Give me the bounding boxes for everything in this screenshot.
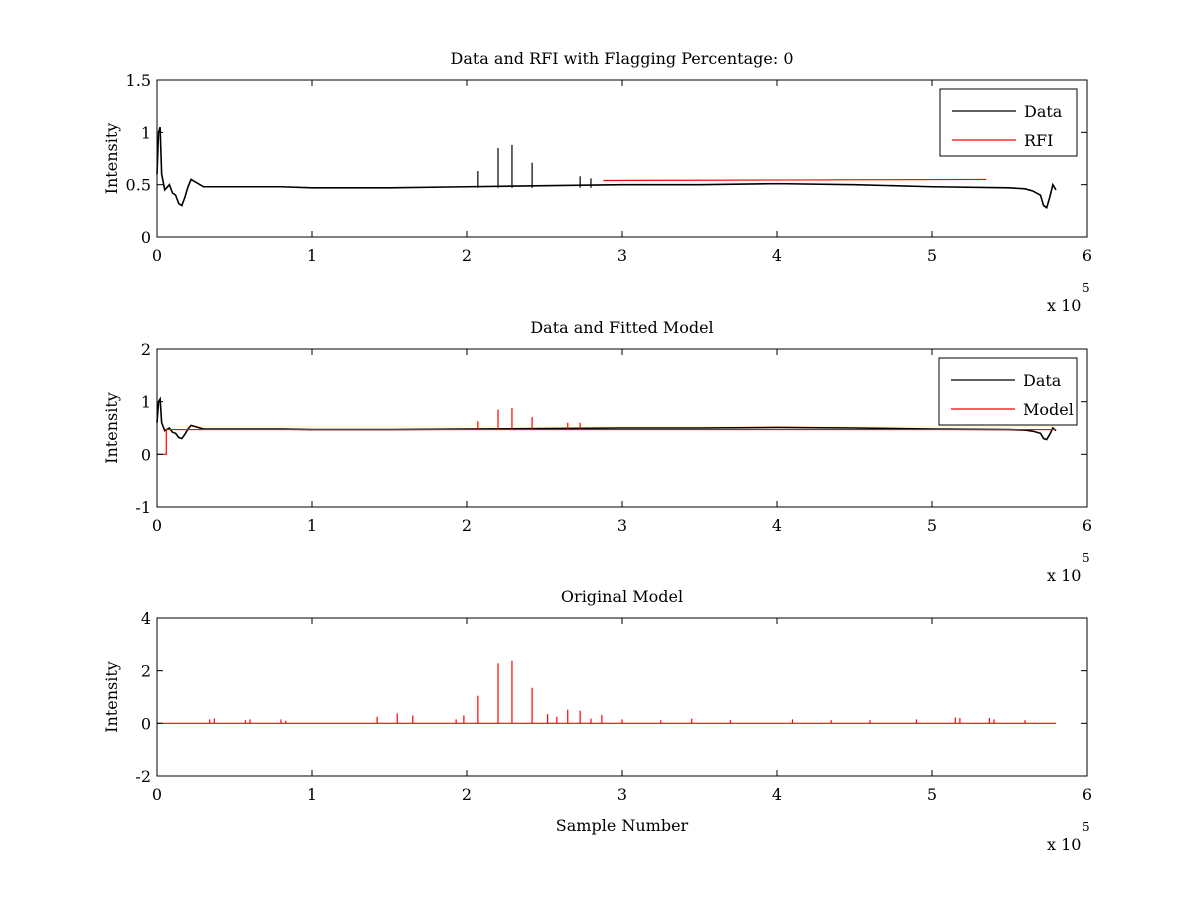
x-tick-label: 6 <box>1082 785 1092 804</box>
x-tick-label: 6 <box>1082 246 1092 265</box>
x-tick-label: 1 <box>307 785 317 804</box>
legend: Data Model <box>938 357 1078 426</box>
x-tick-label: 2 <box>462 516 472 535</box>
y-tick-label: 0.5 <box>126 176 151 195</box>
y-tick-label: 1 <box>141 123 151 142</box>
x-exponent-base: x 10 <box>1047 835 1081 854</box>
chart-0: 0 1 2 3 4 5 6 0 0.5 1 1.5 Data and RFI with Flaggin… <box>102 49 1092 315</box>
x-tick-label: 0 <box>152 246 162 265</box>
x-tick-label: 0 <box>152 785 162 804</box>
plot-area <box>157 618 1087 776</box>
x-exponent-power: 5 <box>1082 820 1090 834</box>
legend-box <box>938 357 1078 426</box>
chart-title: Data and Fitted Model <box>530 318 713 337</box>
chart-title: Data and RFI with Flagging Percentage: 0 <box>450 49 793 68</box>
x-exponent-base: x 10 <box>1047 296 1081 315</box>
y-tick-label: -1 <box>135 498 151 517</box>
x-exponent-power: 5 <box>1082 281 1090 295</box>
x-tick-label: 0 <box>152 516 162 535</box>
y-tick-label: 2 <box>141 662 151 681</box>
x-tick-label: 2 <box>462 246 472 265</box>
x-tick-label: 4 <box>772 246 782 265</box>
x-exponent-base: x 10 <box>1047 566 1081 585</box>
legend-entry: Data <box>1023 371 1062 390</box>
x-tick-label: 3 <box>617 516 627 535</box>
x-tick-label: 5 <box>927 516 937 535</box>
y-tick-label: 0 <box>141 714 151 733</box>
plot-area <box>157 80 1087 237</box>
legend: Data RFI <box>939 88 1078 157</box>
y-tick-label: 4 <box>141 609 151 628</box>
y-tick-label: 1 <box>141 393 151 412</box>
x-exponent-power: 5 <box>1082 551 1090 565</box>
y-axis-label: Intensity <box>102 661 121 733</box>
y-axis-label: Intensity <box>102 123 121 195</box>
x-tick-label: 2 <box>462 785 472 804</box>
x-tick-label: 5 <box>927 785 937 804</box>
x-tick-label: 5 <box>927 246 937 265</box>
series-line <box>156 126 1057 209</box>
x-tick-label: 1 <box>307 246 317 265</box>
legend-entry: Model <box>1023 400 1074 419</box>
x-tick-label: 3 <box>617 785 627 804</box>
y-tick-label: 1.5 <box>126 71 151 90</box>
series-0 <box>156 126 1057 209</box>
y-tick-label: -2 <box>135 767 151 786</box>
series-1 <box>603 178 987 182</box>
chart-title: Original Model <box>561 587 683 606</box>
series-line <box>603 178 987 182</box>
legend-box <box>939 88 1078 157</box>
y-axis-label: Intensity <box>102 392 121 464</box>
x-tick-label: 1 <box>307 516 317 535</box>
series-0 <box>157 660 1056 724</box>
y-tick-label: 0 <box>141 228 151 247</box>
x-tick-label: 3 <box>617 246 627 265</box>
legend-entry: Data <box>1024 102 1063 121</box>
x-tick-label: 4 <box>772 516 782 535</box>
y-tick-label: 2 <box>141 340 151 359</box>
x-tick-label: 6 <box>1082 516 1092 535</box>
y-tick-label: 0 <box>141 445 151 464</box>
x-axis-label: Sample Number <box>556 816 689 835</box>
legend-entry: RFI <box>1024 131 1053 150</box>
x-tick-label: 4 <box>772 785 782 804</box>
